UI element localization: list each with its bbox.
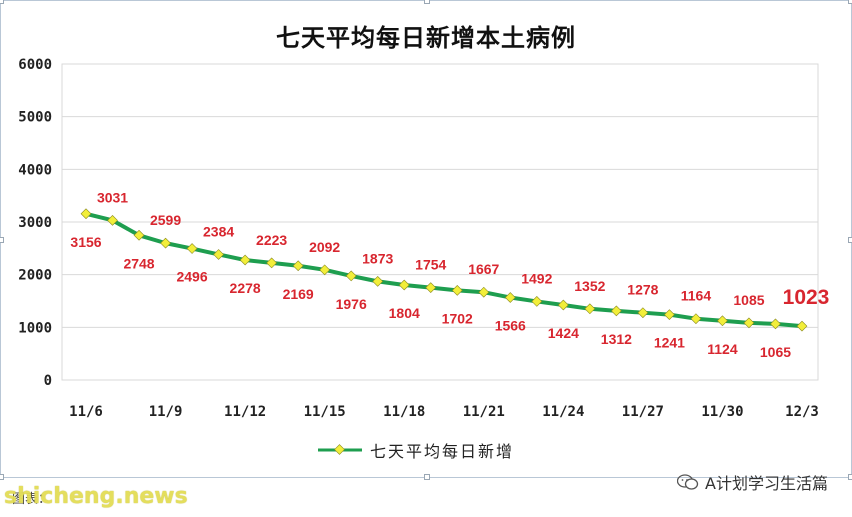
resize-handle-middle-right[interactable] [848, 237, 852, 243]
data-point [584, 303, 596, 315]
data-label: 1124 [707, 341, 738, 357]
data-point [478, 286, 490, 298]
data-point [610, 305, 622, 317]
series-line [84, 211, 804, 329]
data-point [717, 315, 728, 327]
y-tick-label: 2000 [18, 268, 52, 284]
y-tick-label: 5000 [18, 110, 52, 126]
data-label: 1873 [362, 250, 393, 266]
data-point [796, 320, 808, 332]
data-point [319, 264, 331, 276]
data-point [504, 292, 516, 303]
data-label: 2599 [150, 212, 181, 228]
data-label: 2384 [203, 223, 234, 239]
data-point [425, 282, 437, 293]
chart-frame [0, 0, 852, 480]
data-label: 1566 [495, 318, 526, 334]
data-point [451, 284, 463, 296]
data-label: 2223 [256, 232, 287, 248]
data-point [133, 229, 145, 241]
data-point [372, 275, 384, 287]
data-point [213, 249, 224, 260]
x-tick-label: 11/30 [701, 404, 743, 420]
data-point [345, 270, 357, 282]
data-label: 1492 [521, 270, 552, 286]
y-tick-label: 1000 [18, 320, 52, 336]
wechat-icon [677, 474, 699, 490]
x-tick-label: 11/18 [383, 404, 425, 420]
data-point [690, 313, 702, 325]
data-label: 2278 [230, 280, 261, 296]
data-label: 1065 [760, 344, 791, 360]
data-point [743, 317, 755, 329]
data-label: 1667 [468, 261, 499, 277]
y-tick-label: 6000 [18, 57, 52, 73]
data-point [637, 307, 649, 319]
resize-handle-top-left[interactable] [0, 0, 4, 4]
data-label: 3031 [97, 189, 128, 205]
data-label: 1241 [654, 335, 685, 351]
brand-badge: A计划学习生活篇 [677, 470, 828, 494]
x-tick-label: 11/24 [542, 404, 584, 420]
y-tick-label: 4000 [18, 162, 52, 178]
resize-handle-bottom-right[interactable] [848, 474, 852, 480]
data-label: 1754 [415, 257, 446, 273]
data-label: 2748 [123, 255, 154, 271]
watermark-text: shicheng.news [4, 484, 188, 509]
legend-swatch-marker [334, 444, 345, 455]
data-point [160, 237, 171, 249]
data-point [664, 309, 675, 321]
data-label: 2092 [309, 239, 340, 255]
data-point [266, 257, 278, 269]
legend-swatch [318, 444, 362, 455]
data-label: 1702 [442, 310, 473, 326]
chart-title: 七天平均每日新增本土病例 [276, 24, 576, 52]
data-label: 3156 [70, 234, 101, 250]
x-tick-label: 11/27 [622, 404, 664, 420]
data-point [398, 279, 410, 291]
data-label: 1976 [336, 296, 367, 312]
data-point [292, 260, 304, 272]
y-tick-label: 3000 [18, 215, 52, 231]
x-tick-label: 11/21 [463, 404, 505, 420]
resize-handle-bottom-center[interactable] [424, 474, 430, 480]
data-label: 1804 [389, 305, 420, 321]
resize-handle-middle-left[interactable] [0, 237, 4, 243]
data-label: 1424 [548, 325, 579, 341]
resize-handle-top-center[interactable] [424, 0, 430, 4]
data-point [770, 318, 781, 330]
legend-label: 七天平均每日新增 [370, 442, 515, 461]
x-tick-label: 11/12 [224, 404, 266, 420]
data-point [239, 254, 251, 266]
brand-label: A计划学习生活篇 [705, 474, 828, 493]
data-label: 1352 [574, 278, 605, 294]
data-label: 1085 [733, 292, 764, 308]
x-tick-label: 11/15 [304, 404, 346, 420]
data-point [531, 296, 543, 307]
data-label: 2496 [176, 269, 207, 285]
data-label: 1164 [681, 288, 712, 304]
line-chart: 0 1000 2000 3000 4000 5000 6000 11/6 11/9 11/12 11… [18, 57, 830, 420]
data-point [107, 214, 118, 226]
x-tick-label: 11/6 [69, 404, 103, 420]
x-tick-label: 11/9 [149, 404, 183, 420]
data-label-latest: 1023 [783, 286, 830, 309]
data-point [80, 208, 92, 220]
data-label: 1312 [601, 331, 632, 347]
x-tick-label: 12/3 [785, 404, 819, 420]
data-point [557, 299, 569, 311]
footer-source: 图表： [12, 492, 52, 507]
data-label: 2169 [283, 286, 314, 302]
y-tick-label: 0 [44, 373, 52, 389]
chart-legend: 七天平均每日新增 [318, 438, 514, 462]
data-label: 1278 [627, 282, 658, 298]
resize-handle-bottom-left[interactable] [0, 474, 4, 480]
data-point [186, 243, 198, 254]
resize-handle-top-right[interactable] [848, 0, 852, 4]
